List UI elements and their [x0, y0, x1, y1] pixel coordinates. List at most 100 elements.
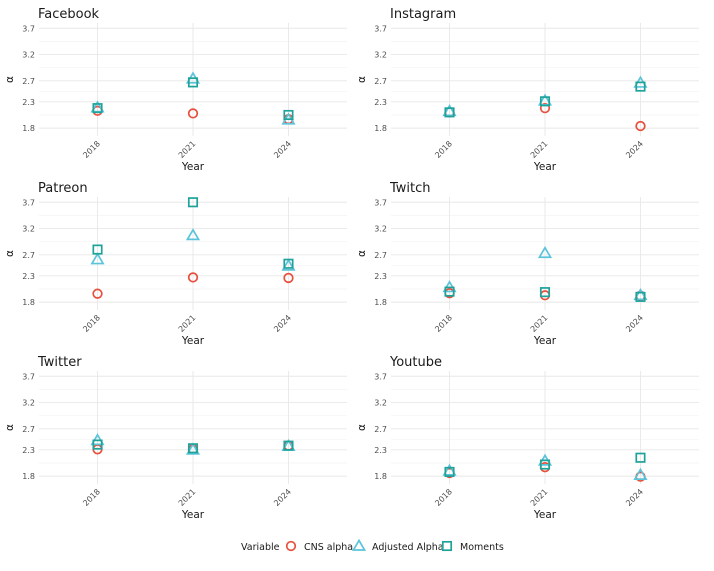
y-tick-label: 2.7: [374, 425, 387, 434]
x-axis-label: Year: [533, 335, 557, 347]
x-tick-label: 2021: [177, 139, 198, 160]
x-tick-label: 2021: [529, 487, 550, 508]
point-adjusted-alpha: [442, 104, 457, 117]
point-moments: [539, 96, 551, 107]
y-tick-label: 3.2: [374, 51, 387, 60]
x-tick-label: 2018: [433, 139, 454, 160]
x-axis-label: Year: [181, 161, 205, 173]
point-moments: [635, 81, 646, 92]
point-moments: [444, 466, 455, 477]
panel-title: Twitter: [37, 355, 82, 370]
x-tick-label: 2024: [272, 487, 293, 508]
point-moments: [92, 439, 103, 450]
x-axis-label: Year: [181, 509, 205, 521]
y-tick-label: 3.2: [22, 51, 35, 60]
point-moments: [283, 109, 294, 121]
point-moments: [187, 77, 199, 88]
point-cns-alpha: [187, 272, 199, 283]
y-tick-label: 3.2: [22, 225, 35, 234]
point-moments: [444, 107, 455, 118]
y-tick-label: 3.7: [22, 372, 35, 381]
panel-title: Youtube: [389, 355, 442, 370]
x-tick-label: 2021: [529, 313, 550, 334]
point-moments: [187, 443, 199, 454]
point-adjusted-alpha: [281, 258, 296, 271]
y-tick-label: 1.8: [22, 472, 35, 481]
x-tick-label: 2024: [272, 139, 293, 160]
legend-label-moments: Moments: [460, 542, 504, 553]
y-tick-label: 3.7: [374, 24, 387, 33]
panel-instagram: Instagram 1.8 2.3 2.7 3.2 3.7 2018 2021 2024 Year…: [356, 7, 699, 173]
y-tick-label: 3.2: [22, 399, 35, 408]
y-tick-label: 3.7: [374, 372, 387, 381]
point-adjusted-alpha: [537, 245, 553, 259]
point-moments: [444, 286, 455, 297]
panel-title: Instagram: [390, 7, 456, 22]
x-tick-label: 2018: [433, 487, 454, 508]
y-tick-label: 2.3: [374, 272, 387, 281]
y-tick-label: 2.7: [374, 251, 387, 260]
y-tick-label: 3.7: [374, 198, 387, 207]
point-moments: [92, 103, 103, 114]
point-moments: [187, 197, 199, 208]
panel-youtube: Youtube 1.8 2.3 2.7 3.2 3.7 2018 2021 2024 Year α: [356, 355, 699, 521]
legend-title: Variable: [241, 542, 280, 553]
point-cns-alpha: [635, 120, 646, 132]
y-tick-label: 1.8: [374, 472, 387, 481]
point-moments: [283, 258, 294, 269]
panel-title: Twitch: [389, 181, 431, 196]
legend-label-cns-alpha: CNS alpha: [304, 542, 353, 553]
panel-patreon: Patreon 1.8 2.3 2.7 3.2 3.7 2018 2021 2024 Year α: [4, 181, 347, 347]
x-tick-label: 2024: [272, 313, 293, 334]
x-tick-label: 2024: [624, 139, 645, 160]
point-adjusted-alpha: [90, 252, 105, 265]
point-moments: [92, 244, 103, 255]
y-tick-label: 2.3: [374, 98, 387, 107]
y-tick-label: 3.2: [374, 399, 387, 408]
x-tick-label: 2021: [177, 487, 198, 508]
legend-marker-adjusted-alpha: [351, 538, 367, 551]
y-axis-label: α: [356, 250, 368, 257]
y-tick-label: 1.8: [22, 298, 35, 307]
y-axis-label: α: [4, 76, 16, 83]
x-tick-label: 2018: [81, 139, 102, 160]
y-tick-label: 3.7: [22, 198, 35, 207]
y-tick-label: 1.8: [374, 298, 387, 307]
legend-marker-cns-alpha: [285, 540, 297, 552]
x-tick-label: 2021: [177, 313, 198, 334]
point-adjusted-alpha: [185, 442, 201, 455]
y-tick-label: 2.7: [374, 77, 387, 86]
point-cns-alpha: [539, 102, 551, 114]
panel-title: Patreon: [38, 181, 88, 196]
x-tick-label: 2024: [624, 313, 645, 334]
y-tick-label: 2.3: [374, 446, 387, 455]
point-cns-alpha: [283, 272, 294, 284]
x-tick-label: 2018: [81, 313, 102, 334]
x-axis-label: Year: [533, 161, 557, 173]
y-tick-label: 2.7: [22, 425, 35, 434]
point-moments: [539, 459, 551, 470]
x-tick-label: 2018: [433, 313, 454, 334]
panel-facebook: Facebook 1.8 2.3 2.7 3.2 3.7 2018 2021 2024 Year α: [4, 7, 347, 173]
x-tick-label: 2024: [624, 487, 645, 508]
point-cns-alpha: [187, 108, 199, 119]
y-tick-label: 2.3: [22, 272, 35, 281]
point-adjusted-alpha: [633, 287, 648, 301]
point-adjusted-alpha: [185, 228, 201, 241]
panel-title: Facebook: [38, 7, 100, 22]
y-axis-label: α: [4, 424, 16, 431]
panel-twitch: Twitch 1.8 2.3 2.7 3.2 3.7 2018 2021 2024 Year α: [356, 181, 699, 347]
point-moments: [635, 291, 646, 302]
y-tick-label: 2.3: [22, 446, 35, 455]
y-tick-label: 2.7: [22, 77, 35, 86]
legend: Variable CNS alpha Adjusted Alpha Moments: [241, 538, 504, 553]
y-tick-label: 2.7: [22, 251, 35, 260]
y-axis-label: α: [4, 250, 16, 257]
point-adjusted-alpha: [442, 463, 457, 476]
y-tick-label: 3.2: [374, 225, 387, 234]
y-axis-label: α: [356, 76, 368, 83]
point-moments: [635, 452, 646, 463]
point-moments: [539, 287, 551, 298]
point-adjusted-alpha: [633, 467, 648, 480]
